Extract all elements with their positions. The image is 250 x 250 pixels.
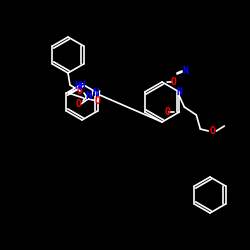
Text: O: O — [77, 86, 83, 96]
Text: O: O — [164, 107, 170, 117]
Text: O: O — [95, 96, 101, 106]
Text: N: N — [176, 87, 182, 97]
Text: O: O — [171, 77, 177, 87]
Text: N: N — [182, 66, 188, 76]
Text: O: O — [210, 126, 215, 136]
Text: O: O — [76, 99, 82, 109]
Text: N: N — [92, 88, 99, 98]
Text: N: N — [85, 91, 92, 101]
Text: NH: NH — [74, 81, 86, 91]
